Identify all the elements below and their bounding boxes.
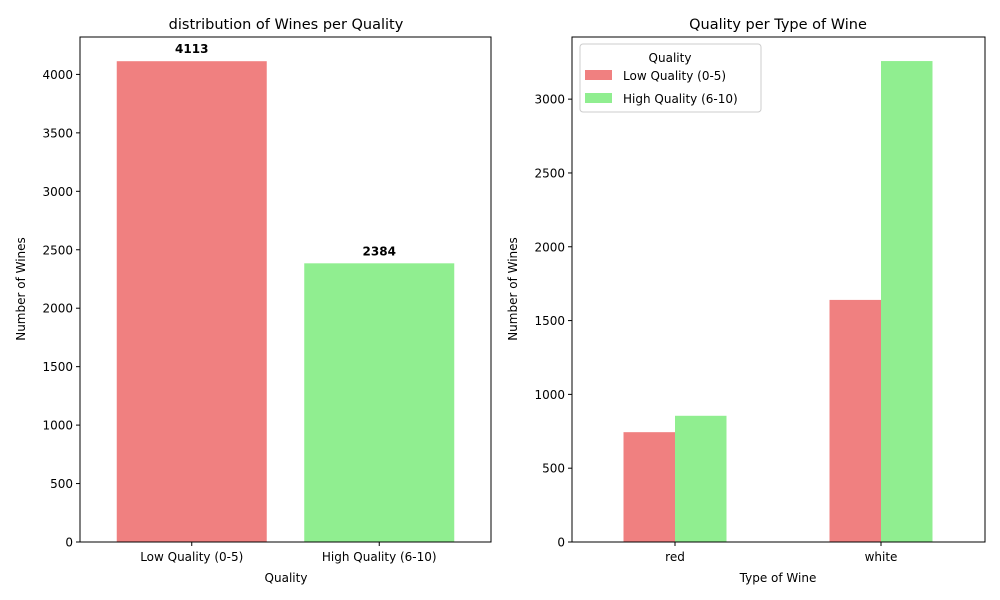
data-label: 2384 [363, 244, 396, 258]
y-tick-label: 4000 [42, 68, 73, 82]
y-tick-label: 500 [50, 477, 73, 491]
y-tick-label: 1500 [534, 314, 565, 328]
legend-label-high: High Quality (6-10) [623, 92, 738, 106]
bar-white-high-quality-6-10 [881, 61, 933, 542]
legend-label-low: Low Quality (0-5) [623, 69, 726, 83]
y-tick-label: 3000 [42, 185, 73, 199]
y-tick-label: 1000 [42, 419, 73, 433]
bar-red-high-quality-6-10 [675, 415, 727, 542]
bar-high-quality-6-10 [304, 263, 455, 542]
x-axis-ticks: red white [665, 542, 897, 564]
x-tick-label: Low Quality (0-5) [140, 550, 243, 564]
y-tick-label: 3000 [534, 93, 565, 107]
y-tick-label: 2500 [534, 166, 565, 180]
x-axis-label: Quality [265, 571, 308, 585]
bars-group [623, 61, 933, 542]
y-tick-label: 1000 [534, 388, 565, 402]
legend-swatch-low [585, 70, 612, 80]
x-axis-label: Type of Wine [739, 571, 817, 585]
chart-quality-distribution: distribution of Wines per Quality 4113 23… [14, 17, 492, 585]
y-tick-label: 1500 [42, 360, 73, 374]
y-axis-ticks: 0 500 1000 1500 2000 2500 3000 3500 4000 [42, 68, 80, 550]
y-tick-label: 0 [557, 536, 565, 550]
plot-frame [571, 36, 986, 543]
bar-low-quality-0-5 [116, 61, 267, 543]
data-label: 4113 [175, 42, 208, 56]
y-tick-label: 3500 [42, 126, 73, 140]
bar-white-low-quality-0-5 [829, 299, 881, 542]
y-tick-label: 0 [65, 536, 73, 550]
bars-group: 4113 2384 [116, 42, 455, 543]
legend-box [579, 43, 762, 113]
plot-frame [79, 36, 492, 543]
chart-title: distribution of Wines per Quality [169, 17, 404, 33]
legend-swatch-high [585, 93, 612, 103]
y-axis-label: Number of Wines [14, 237, 28, 341]
x-tick-label: High Quality (6-10) [322, 550, 437, 564]
legend-title: Quality [649, 51, 692, 65]
bar-red-low-quality-0-5 [623, 432, 675, 542]
y-axis-ticks: 0 500 1000 1500 2000 2500 3000 [534, 93, 572, 550]
x-axis-ticks: Low Quality (0-5) High Quality (6-10) [140, 542, 437, 564]
x-tick-label: white [865, 550, 898, 564]
y-tick-label: 2000 [42, 302, 73, 316]
chart-quality-per-type: Quality per Type of Wine 0 500 1000 1500 200… [506, 17, 986, 585]
legend: Quality Low Quality (0-5) High Quality (… [579, 43, 762, 113]
y-tick-label: 2000 [534, 240, 565, 254]
chart-title: Quality per Type of Wine [689, 17, 867, 33]
y-tick-label: 2500 [42, 243, 73, 257]
y-axis-label: Number of Wines [506, 237, 520, 341]
x-tick-label: red [665, 550, 685, 564]
y-tick-label: 500 [542, 462, 565, 476]
